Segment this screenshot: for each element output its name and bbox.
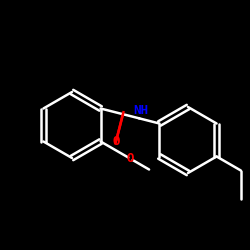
- Text: O: O: [126, 152, 134, 165]
- Text: O: O: [112, 135, 120, 148]
- Text: NH: NH: [133, 104, 148, 117]
